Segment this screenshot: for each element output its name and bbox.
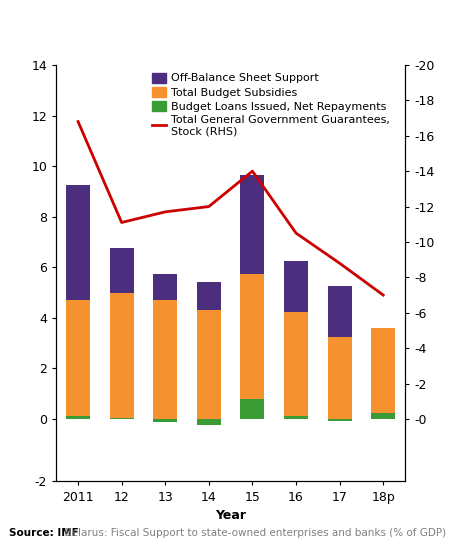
Bar	[197, 282, 221, 310]
Bar	[328, 286, 351, 337]
Bar	[197, 419, 221, 425]
Bar	[197, 310, 221, 419]
Bar	[110, 248, 134, 293]
Bar	[153, 300, 177, 419]
Bar	[371, 328, 395, 413]
Bar	[371, 413, 395, 419]
Bar	[240, 175, 265, 274]
Bar	[153, 274, 177, 300]
Bar	[284, 312, 308, 417]
Bar	[240, 399, 265, 419]
Bar	[66, 417, 90, 419]
Text: Belarus: Fiscal Support to state-owned enterprises and banks (% of GDP): Belarus: Fiscal Support to state-owned e…	[58, 529, 446, 538]
Bar	[110, 293, 134, 418]
X-axis label: Year: Year	[215, 509, 246, 522]
Bar	[66, 185, 90, 300]
Bar	[328, 337, 351, 419]
Bar	[153, 419, 177, 422]
Bar	[66, 300, 90, 417]
Bar	[284, 417, 308, 419]
Text: Source: IMF: Source: IMF	[9, 529, 79, 538]
Bar	[284, 261, 308, 312]
Bar	[328, 419, 351, 420]
Bar	[110, 418, 134, 419]
Bar	[240, 274, 265, 399]
Legend: Off-Balance Sheet Support, Total Budget Subsidies, Budget Loans Issued, Net Repa: Off-Balance Sheet Support, Total Budget …	[150, 70, 392, 139]
